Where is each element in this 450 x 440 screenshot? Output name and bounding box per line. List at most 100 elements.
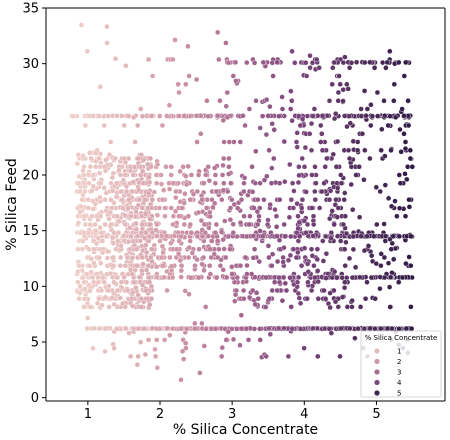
data-point xyxy=(146,174,152,181)
data-point xyxy=(86,246,92,252)
data-point xyxy=(237,342,243,348)
data-point xyxy=(139,267,145,274)
data-point xyxy=(206,177,213,184)
data-point xyxy=(349,297,355,304)
data-point xyxy=(295,225,301,232)
data-point xyxy=(246,294,253,301)
data-point xyxy=(160,249,166,256)
data-point xyxy=(101,113,107,120)
data-point xyxy=(84,325,90,332)
data-point xyxy=(136,196,143,203)
data-point xyxy=(117,295,124,301)
data-point xyxy=(118,279,125,285)
data-point xyxy=(315,353,321,360)
data-point xyxy=(269,287,275,294)
data-point xyxy=(273,224,280,230)
data-point xyxy=(303,189,309,195)
data-point xyxy=(110,263,116,269)
data-point xyxy=(269,165,275,171)
data-point xyxy=(403,59,409,66)
data-point xyxy=(160,187,167,193)
data-point xyxy=(295,249,301,256)
data-point xyxy=(238,312,245,318)
data-point xyxy=(205,113,211,120)
data-point xyxy=(320,238,326,244)
data-point xyxy=(403,260,409,267)
data-point xyxy=(309,172,315,178)
data-point xyxy=(288,196,294,203)
data-point xyxy=(322,325,328,332)
data-point xyxy=(301,245,308,251)
data-point xyxy=(103,190,109,196)
data-point xyxy=(275,325,282,331)
data-point xyxy=(307,53,313,59)
data-point xyxy=(195,209,202,216)
data-point xyxy=(231,139,237,145)
data-point xyxy=(338,238,344,244)
data-point xyxy=(149,246,155,252)
data-point xyxy=(167,332,173,338)
data-point xyxy=(81,304,87,310)
data-point xyxy=(185,43,191,49)
data-point xyxy=(168,172,174,178)
y-tick-label: 25 xyxy=(22,113,39,128)
data-point xyxy=(234,205,241,211)
data-point xyxy=(272,206,278,213)
data-point xyxy=(154,365,161,371)
data-point xyxy=(362,296,369,302)
data-point xyxy=(158,254,165,261)
data-point xyxy=(146,275,153,281)
data-point xyxy=(381,274,388,281)
data-point xyxy=(81,279,87,285)
data-point xyxy=(91,246,97,252)
data-point xyxy=(281,244,287,251)
data-point xyxy=(296,172,302,179)
data-point xyxy=(119,196,125,203)
data-point xyxy=(313,180,319,186)
data-point xyxy=(251,205,257,211)
data-point xyxy=(139,221,145,228)
data-point xyxy=(371,65,378,71)
data-point xyxy=(229,264,235,270)
data-point xyxy=(331,221,337,228)
data-point xyxy=(350,246,357,253)
data-point xyxy=(175,251,182,257)
data-point xyxy=(327,215,333,222)
data-point xyxy=(140,261,146,267)
data-point xyxy=(342,279,348,285)
data-point xyxy=(149,73,156,79)
data-point xyxy=(133,226,140,233)
data-point xyxy=(287,161,293,168)
data-point xyxy=(289,48,295,54)
data-point xyxy=(401,73,407,79)
data-point xyxy=(220,155,227,162)
data-point xyxy=(196,274,202,281)
data-point xyxy=(315,296,321,302)
data-point xyxy=(158,172,164,178)
data-point xyxy=(207,246,213,252)
data-point xyxy=(92,221,98,228)
data-point xyxy=(226,139,233,145)
data-point xyxy=(135,353,141,360)
data-point xyxy=(156,205,163,211)
data-point xyxy=(129,296,135,302)
data-point xyxy=(192,320,198,327)
data-point xyxy=(266,325,272,332)
data-point xyxy=(355,325,361,332)
data-point xyxy=(405,164,411,170)
data-point xyxy=(281,221,287,228)
data-point xyxy=(193,76,200,83)
data-point xyxy=(147,216,153,222)
data-point xyxy=(345,86,351,92)
data-point xyxy=(327,304,333,311)
data-point xyxy=(396,59,402,66)
data-point xyxy=(87,221,93,228)
data-point xyxy=(237,139,244,145)
data-point xyxy=(192,263,198,269)
data-point xyxy=(104,40,110,46)
data-point xyxy=(333,164,340,170)
data-point xyxy=(285,257,292,263)
data-point xyxy=(147,302,153,308)
data-point xyxy=(334,214,340,220)
data-point xyxy=(342,263,348,269)
